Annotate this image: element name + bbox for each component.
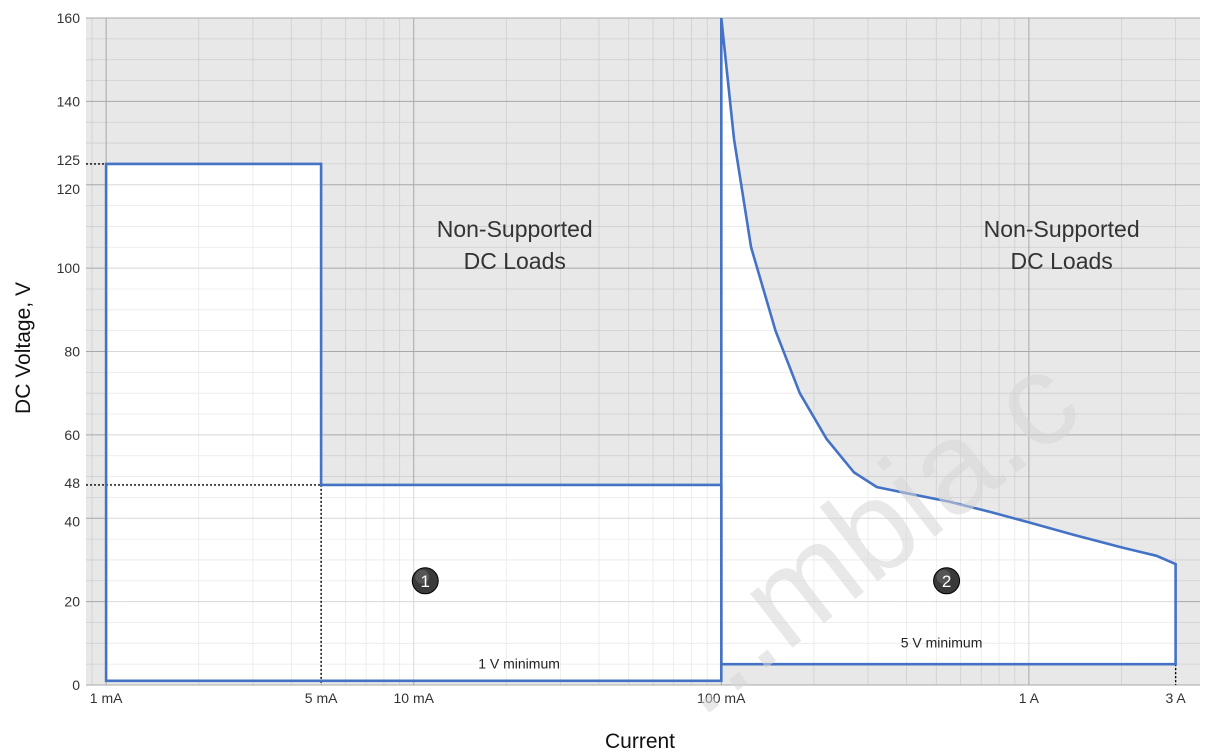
y-tick-label: 140: [57, 93, 81, 109]
y-tick-label: 100: [57, 260, 81, 276]
x-tick-label: 1 mA: [90, 690, 123, 706]
x-axis-title: Current: [605, 730, 675, 753]
x-tick-label: 10 mA: [393, 690, 434, 706]
y-tick-label: 48: [64, 475, 80, 491]
y-axis-title: DC Voltage, V: [12, 282, 35, 414]
non-supported-label: Non-Supported: [984, 216, 1140, 242]
region-1-boundary: [104, 162, 723, 683]
badge-highlight: [415, 569, 430, 584]
y-tick-label: 120: [57, 181, 81, 197]
x-tick-label: 1 A: [1019, 690, 1040, 706]
region-2-fill: [721, 18, 1176, 665]
y-tick-label: 40: [64, 513, 80, 529]
x-tick-label: 3 A: [1166, 690, 1187, 706]
badge-circle: [933, 567, 961, 595]
y-tick-label: 160: [57, 10, 81, 26]
non-supported-label: Non-Supported: [437, 216, 593, 242]
x-tick-labels: 1 mA 5 mA 10 mA 100 mA 1 A 3 A: [90, 690, 1187, 706]
reference-lines: [86, 163, 1177, 685]
y-tick-labels: 0 20 40 48 60 80 100 120 125 140 160: [57, 10, 81, 693]
y-tick-label: 20: [64, 594, 80, 610]
y-tick-label: 0: [72, 677, 80, 693]
non-supported-label: DC Loads: [464, 248, 566, 274]
x-tick-label: 100 mA: [697, 690, 746, 706]
region-1-fill: [106, 163, 722, 681]
boundary-lines: [104, 17, 1177, 683]
minimum-labels: 1 V minimum 5 V minimum: [478, 634, 982, 671]
supported-regions: [106, 18, 1176, 681]
badge-highlight: [936, 569, 951, 584]
region-2-boundary: [719, 17, 1177, 666]
y-tick-label: 80: [64, 344, 80, 360]
region-2-min-label: 5 V minimum: [901, 634, 983, 650]
y-tick-label: 60: [64, 427, 80, 443]
region-labels: Non-Supported DC Loads Non-Supported DC Loa…: [437, 216, 1140, 274]
badge-number: 2: [942, 572, 951, 591]
region-2-badge: 2: [933, 567, 961, 595]
x-tick-label: 5 mA: [305, 690, 338, 706]
y-tick-label: 125: [57, 152, 81, 168]
region-1-badge: 1: [411, 567, 439, 595]
non-supported-label: DC Loads: [1011, 248, 1113, 274]
badge-circle: [411, 567, 439, 595]
region-1-min-label: 1 V minimum: [478, 655, 560, 671]
badge-number: 1: [421, 572, 430, 591]
